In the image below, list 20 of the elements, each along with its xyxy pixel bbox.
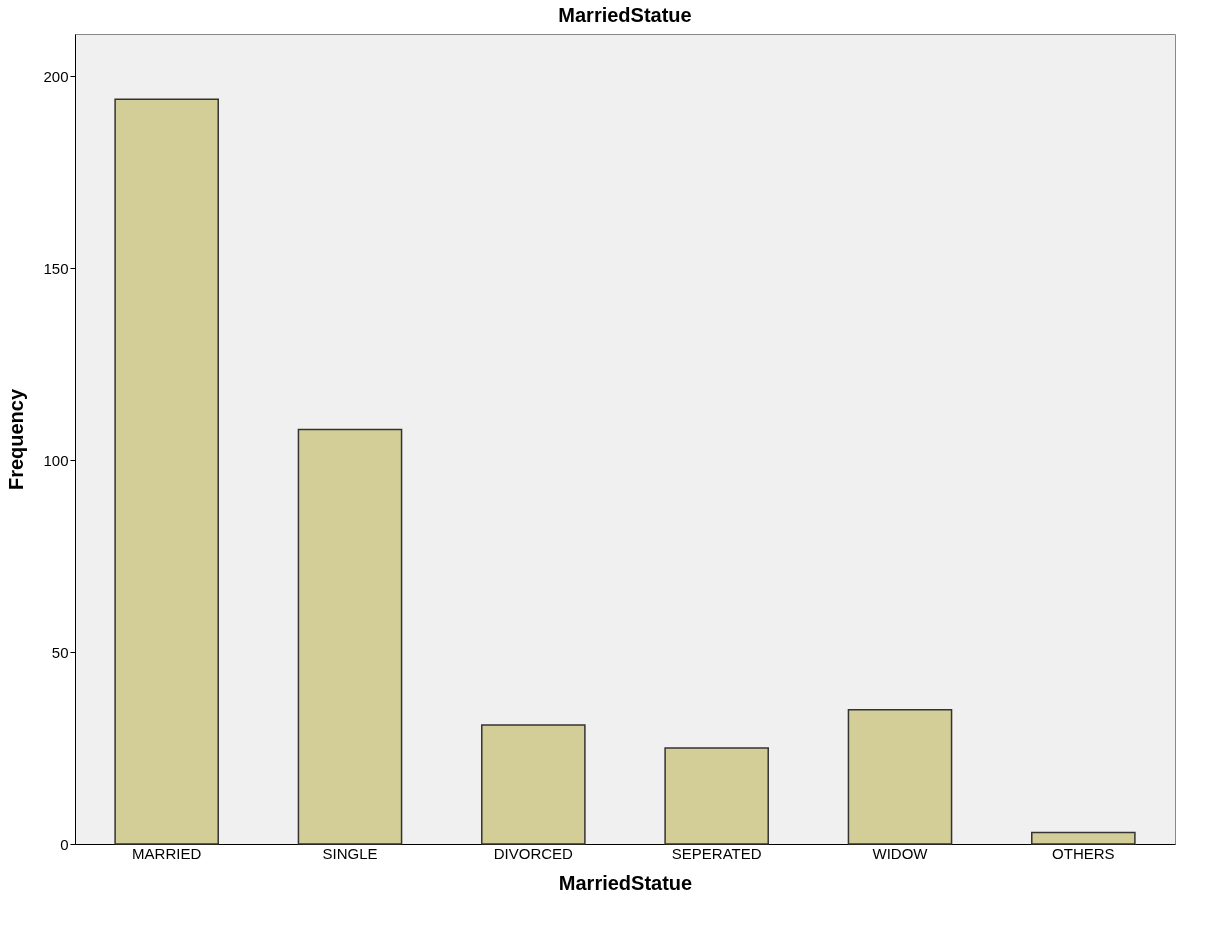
bar <box>664 747 769 845</box>
x-axis-title: MarriedStatue <box>558 871 693 894</box>
x-tick-label: WIDOW <box>872 844 929 862</box>
x-tick-label: MARRIED <box>132 844 202 862</box>
y-axis-title: Frequency <box>5 388 28 491</box>
y-tick-label: 200 <box>43 67 69 85</box>
x-tick-label: OTHERS <box>1052 844 1115 862</box>
chart-title: MarriedStatue <box>558 4 692 26</box>
y-tick-label: 0 <box>60 835 69 853</box>
bar <box>847 708 953 845</box>
bar <box>297 428 403 845</box>
x-tick-label: SINGLE <box>322 844 378 862</box>
y-tick-label: 50 <box>51 643 69 661</box>
y-tick-label: 150 <box>43 259 69 277</box>
x-tick-label: SEPERATED <box>671 844 762 862</box>
bar <box>481 724 586 845</box>
bar <box>114 98 219 845</box>
bar <box>1031 831 1136 845</box>
x-tick-label: DIVORCED <box>493 844 574 862</box>
y-tick-label: 100 <box>43 451 69 469</box>
